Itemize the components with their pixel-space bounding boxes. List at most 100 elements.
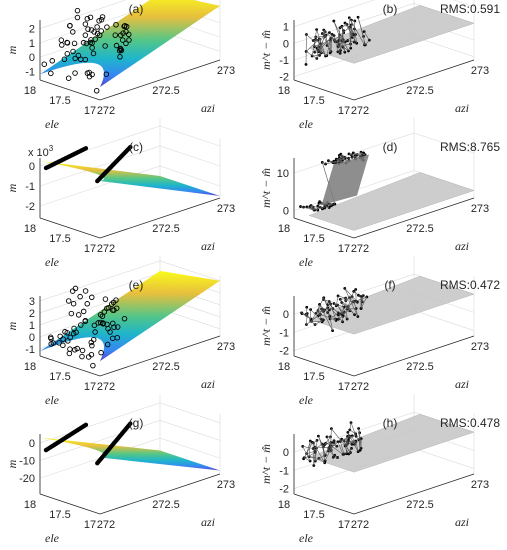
- observed-point: [60, 342, 66, 349]
- observed-point: [123, 28, 129, 35]
- axis-floor: [39, 59, 221, 101]
- azi-tick-label: 272: [351, 243, 369, 255]
- observed-point: [104, 24, 110, 30]
- z-tick-label: 1: [29, 320, 35, 332]
- observed-point: [66, 350, 73, 357]
- observed-point: [70, 29, 76, 35]
- ele-axis-label: ele: [299, 255, 314, 269]
- observed-point: [91, 322, 98, 329]
- z-tick-label: 0: [283, 447, 289, 459]
- azi-tick-label: 272: [97, 243, 115, 255]
- fitted-surface: [40, 0, 220, 87]
- observed-point: [70, 330, 77, 337]
- z-tick-label: -1: [25, 181, 35, 193]
- azi-axis-label: azi: [201, 101, 215, 115]
- observed-point: [72, 55, 78, 62]
- z-axis-label: m: [5, 321, 19, 330]
- z-tick-label: 0: [283, 206, 289, 218]
- axis-floor: [39, 197, 221, 239]
- observed-point: [80, 308, 87, 315]
- ele-tick-label: 17.5: [303, 509, 324, 521]
- panel-d: 10 0 18 17.5 17 272 272.5 273 m^t − m̂ ele azi (d) R…: [259, 118, 500, 269]
- observed-point: [91, 29, 97, 35]
- observed-point: [79, 353, 85, 360]
- observed-point: [71, 325, 77, 332]
- z-axis-label: m^t − m̂: [259, 30, 273, 70]
- observed-point: [64, 51, 71, 57]
- observed-point: [121, 315, 128, 322]
- observed-point: [70, 300, 77, 307]
- azi-tick-label: 272.5: [152, 85, 180, 97]
- z-axis-label: m: [5, 183, 19, 192]
- z-tick-label: -1: [279, 465, 289, 477]
- azi-tick-label: 272: [97, 105, 115, 117]
- ele-axis-label: ele: [45, 531, 60, 545]
- observed-point: [59, 42, 65, 48]
- z-tick-label: 0: [283, 309, 289, 321]
- azi-tick-label: 272.5: [406, 85, 434, 97]
- axis-floor: [39, 335, 221, 377]
- observed-point: [114, 324, 121, 330]
- observed-point: [98, 349, 104, 356]
- observed-point: [75, 312, 82, 318]
- observed-point: [107, 329, 113, 335]
- observed-point: [97, 312, 104, 318]
- observed-point: [83, 146, 89, 151]
- observed-point: [92, 329, 98, 335]
- ele-tick-label: 17: [84, 519, 96, 531]
- observed-point: [121, 23, 127, 30]
- panel-g: 0 -10 -20 18 17.5 17 272 272.5 273 m ele azi (g): [5, 394, 235, 545]
- observed-point: [78, 322, 84, 328]
- observed-point: [109, 335, 116, 342]
- observed-point: [72, 70, 78, 76]
- z-tick-label: -10: [19, 455, 35, 467]
- z-tick-label: 2: [29, 24, 35, 36]
- observed-point: [77, 293, 83, 300]
- observed-point: [90, 50, 97, 57]
- fitted-surface: [40, 270, 220, 362]
- observed-point: [113, 305, 120, 311]
- rms-label: RMS:0.591: [440, 2, 500, 16]
- azi-tick-label: 273: [217, 203, 235, 215]
- observed-point: [112, 32, 119, 38]
- azi-axis-label: azi: [455, 101, 469, 115]
- observed-point: [67, 22, 73, 29]
- azi-tick-label: 272.5: [406, 361, 434, 373]
- observed-point: [103, 71, 110, 77]
- z-tick-label: -2: [279, 484, 289, 496]
- observed-point: [105, 305, 112, 311]
- observed-point: [60, 336, 66, 342]
- observed-point: [102, 296, 109, 302]
- azi-axis-label: azi: [201, 377, 215, 391]
- z-tick-label: 0: [29, 52, 35, 64]
- observed-point: [58, 37, 65, 43]
- ele-axis-label: ele: [45, 393, 60, 407]
- azi-tick-label: 272.5: [152, 223, 180, 235]
- ele-tick-label: 17: [84, 381, 96, 393]
- z-axis-label: m^t − m̂: [259, 444, 273, 484]
- observed-point: [79, 347, 86, 354]
- ele-tick-label: 18: [24, 223, 36, 235]
- z-axis-label: m^t − m̂: [259, 168, 273, 208]
- z-axis-label: m^t − m̂: [259, 306, 273, 346]
- exponent-power: 3: [49, 144, 54, 153]
- observed-point: [64, 330, 70, 336]
- azi-tick-label: 272.5: [406, 499, 434, 511]
- panel-label: (d): [383, 140, 398, 154]
- axis-floor: [39, 473, 221, 515]
- observed-point: [90, 362, 96, 369]
- panel-a: 2 1 0 -1 18 17.5 17 272 272.5 273 m ele azi (a): [5, 0, 235, 131]
- observed-point: [110, 320, 116, 327]
- azi-axis-label: azi: [455, 377, 469, 391]
- exponent-label: x 103: [28, 144, 54, 159]
- azi-tick-label: 273: [217, 479, 235, 491]
- observed-point: [93, 88, 100, 94]
- observed-point: [101, 309, 108, 315]
- rms-label: RMS:0.472: [440, 278, 500, 292]
- observed-point: [126, 37, 132, 43]
- ele-axis-label: ele: [45, 255, 60, 269]
- observed-point: [128, 421, 133, 426]
- grid-line: [293, 0, 475, 27]
- z-tick-label: 10: [277, 168, 289, 180]
